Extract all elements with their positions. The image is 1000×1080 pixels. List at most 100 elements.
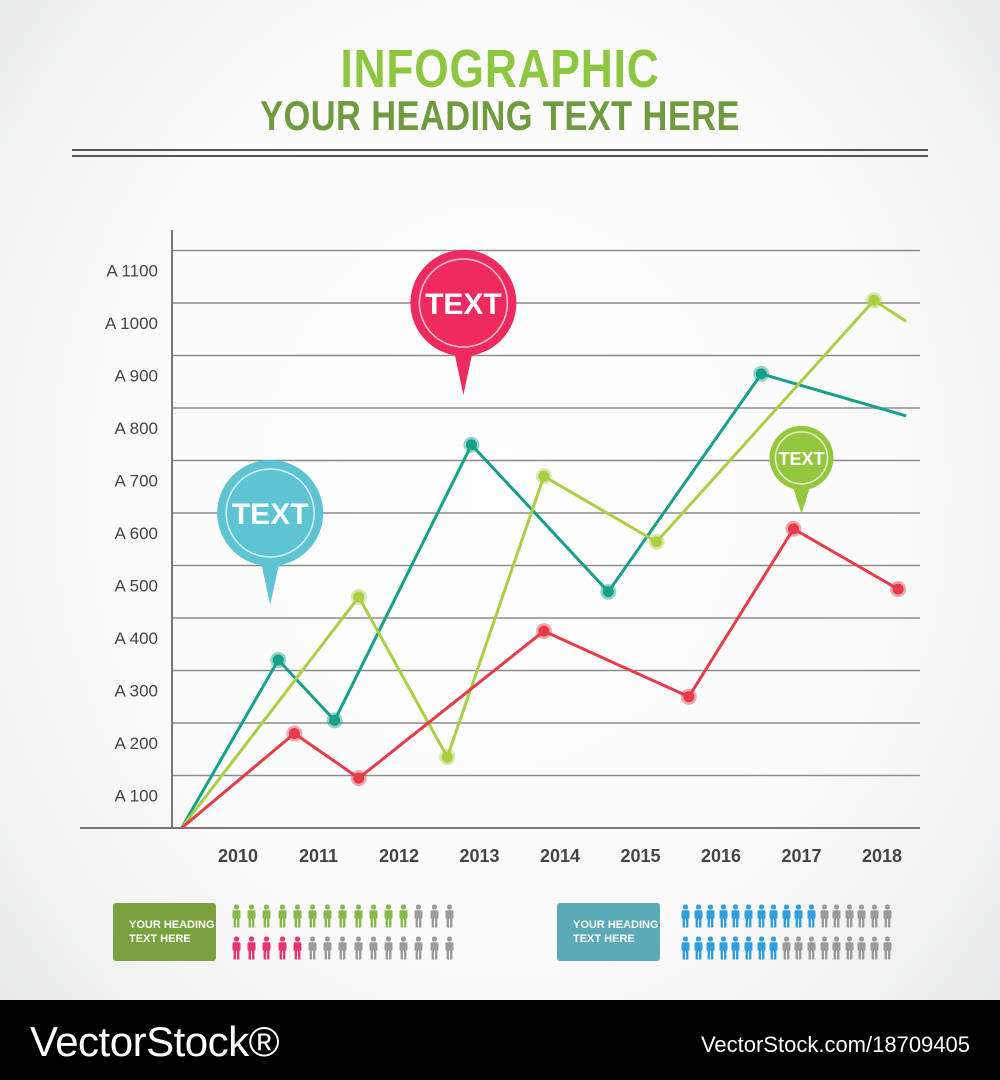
- person-icon: [413, 936, 424, 960]
- chart-axes: A 100 A 200 A 300 A 400 A 500 A 600 A 700 A 800…: [80, 230, 920, 866]
- footer-bar: VectorStock® VectorStock.com/18709405: [0, 1000, 1000, 1080]
- data-point: [353, 591, 365, 603]
- pin-bubble: [217, 460, 324, 566]
- person-icon: [231, 936, 242, 960]
- y-tick-label: A 1100: [106, 262, 158, 281]
- annotation-pin: TEXT: [217, 460, 324, 605]
- pin-tail: [453, 348, 474, 395]
- person-icon: [781, 936, 792, 960]
- y-tick-label: A 600: [115, 524, 159, 543]
- header-divider-bottom: [72, 155, 928, 157]
- person-icon: [353, 936, 364, 960]
- data-point: [892, 583, 904, 595]
- person-icon: [882, 904, 893, 928]
- data-point: [868, 294, 880, 306]
- header: INFOGRAPHIC YOUR HEADING TEXT HERE: [0, 0, 1000, 170]
- data-point: [288, 728, 300, 739]
- person-icon: [856, 904, 867, 928]
- person-icon: [869, 904, 880, 928]
- person-icon: [246, 936, 257, 960]
- y-tick-label: A 300: [115, 682, 159, 701]
- person-icon: [793, 936, 804, 960]
- data-point: [441, 751, 453, 763]
- person-icon: [756, 904, 767, 928]
- person-icon: [743, 904, 754, 928]
- y-tick-label: A 100: [115, 787, 159, 806]
- legend-left-label: YOUR HEADING TEXT HERE: [113, 903, 216, 961]
- pin-label: TEXT: [232, 498, 309, 531]
- person-icon: [277, 936, 288, 960]
- person-icon: [793, 904, 804, 928]
- person-icon: [383, 904, 394, 928]
- person-icon: [261, 936, 272, 960]
- person-icon: [307, 936, 318, 960]
- watermark-logo-text: VectorStock®: [30, 1018, 280, 1065]
- person-icon: [292, 904, 303, 928]
- person-icon: [718, 904, 729, 928]
- person-icon: [398, 936, 409, 960]
- legend-right-label: YOUR HEADING TEXT HERE: [557, 903, 660, 961]
- person-icon: [693, 936, 704, 960]
- person-icon: [844, 904, 855, 928]
- person-icon: [819, 936, 830, 960]
- person-icon: [819, 904, 830, 928]
- person-icon: [680, 904, 691, 928]
- person-icon: [353, 904, 364, 928]
- person-icon: [693, 904, 704, 928]
- person-icon: [413, 904, 424, 928]
- chart-annotations: TEXT TEXT TEXT: [217, 250, 834, 605]
- x-tick-label: 2015: [620, 846, 660, 866]
- annotation-pin: TEXT: [410, 250, 517, 395]
- pin-label: TEXT: [425, 288, 502, 321]
- page-title: INFOGRAPHIC: [340, 39, 660, 99]
- data-point: [787, 523, 799, 535]
- data-point: [272, 654, 284, 666]
- person-icon: [429, 904, 440, 928]
- pin-tail: [260, 558, 281, 605]
- data-point: [329, 714, 341, 726]
- y-tick-label: A 1000: [105, 314, 158, 333]
- data-point: [651, 536, 663, 548]
- pin-label: TEXT: [778, 449, 824, 469]
- y-tick-label: A 400: [115, 629, 159, 648]
- annotation-pin: TEXT: [769, 425, 834, 514]
- pin-bubble: [769, 425, 834, 490]
- y-tick-label: A 200: [115, 734, 159, 753]
- data-point: [353, 772, 365, 784]
- x-tick-label: 2012: [379, 846, 419, 866]
- header-divider-top: [72, 149, 928, 151]
- data-point: [755, 368, 767, 380]
- person-icon: [705, 904, 716, 928]
- person-icon: [368, 904, 379, 928]
- person-icon: [337, 936, 348, 960]
- person-icon: [292, 936, 303, 960]
- person-icon: [806, 936, 817, 960]
- person-icon: [322, 904, 333, 928]
- person-icon: [261, 904, 272, 928]
- series-line-2: [180, 298, 907, 829]
- person-icon: [246, 904, 257, 928]
- person-icon: [444, 936, 455, 960]
- data-point: [602, 586, 614, 598]
- person-icon: [856, 936, 867, 960]
- page-subtitle: YOUR HEADING TEXT HERE: [260, 92, 740, 139]
- data-point: [465, 439, 477, 451]
- chart-series: [180, 292, 907, 830]
- pin-ring: [225, 468, 315, 558]
- person-icon: [718, 936, 729, 960]
- y-tick-label: A 800: [115, 419, 159, 438]
- person-icon: [368, 936, 379, 960]
- person-icon: [768, 904, 779, 928]
- line-chart: A 100 A 200 A 300 A 400 A 500 A 600 A 700 A 800…: [80, 230, 920, 866]
- person-icon: [831, 904, 842, 928]
- x-tick-label: 2011: [299, 846, 338, 866]
- x-tick-label: 2018: [862, 846, 902, 866]
- x-tick-label: 2014: [540, 846, 580, 866]
- x-tick-label: 2017: [781, 846, 821, 866]
- y-tick-label: A 700: [115, 472, 159, 491]
- person-icon: [429, 936, 440, 960]
- data-point: [683, 691, 695, 703]
- pin-ring: [418, 258, 509, 348]
- person-icon: [307, 904, 318, 928]
- pin-bubble: [410, 250, 517, 356]
